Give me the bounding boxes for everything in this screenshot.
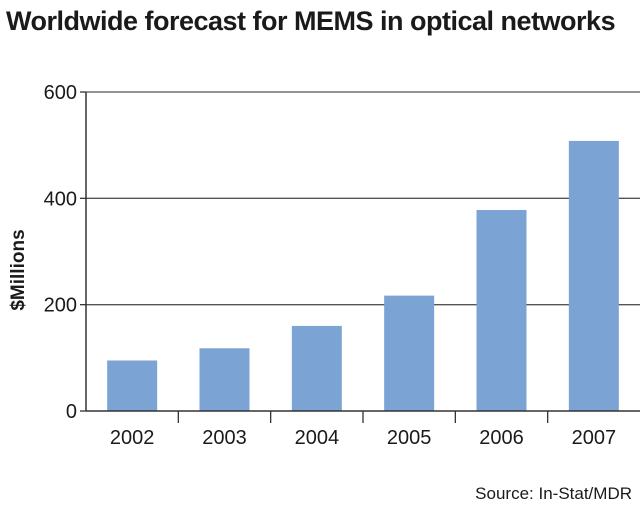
bar-2007 (568, 140, 619, 411)
y-tick-label-200: 200 (44, 295, 77, 317)
bar-2006 (476, 210, 527, 411)
bar-2005 (384, 295, 435, 411)
x-tick-label-2005: 2005 (387, 427, 432, 449)
y-tick-label-600: 600 (44, 82, 77, 104)
x-tick-label-2007: 2007 (572, 427, 617, 449)
gridlines (86, 91, 640, 306)
y-axis-title: $Millions (8, 229, 29, 310)
bar-2003 (199, 348, 250, 411)
y-tick-label-400: 400 (44, 188, 77, 210)
bar-2004 (291, 325, 342, 411)
bar-2002 (107, 360, 158, 411)
x-tick-label-2003: 2003 (202, 427, 247, 449)
x-tick-label-2006: 2006 (479, 427, 524, 449)
chart-source: Source: In-Stat/MDR (475, 484, 632, 503)
x-tick-label-2004: 2004 (295, 427, 340, 449)
bars (107, 140, 619, 411)
axes (80, 91, 640, 423)
chart-title: Worldwide forecast for MEMS in optical n… (6, 6, 616, 36)
tick-labels: 0 200 400 600 2002 2003 2004 2005 2006 2007 (44, 82, 616, 449)
x-tick-label-2002: 2002 (110, 427, 155, 449)
y-tick-label-0: 0 (66, 401, 77, 423)
